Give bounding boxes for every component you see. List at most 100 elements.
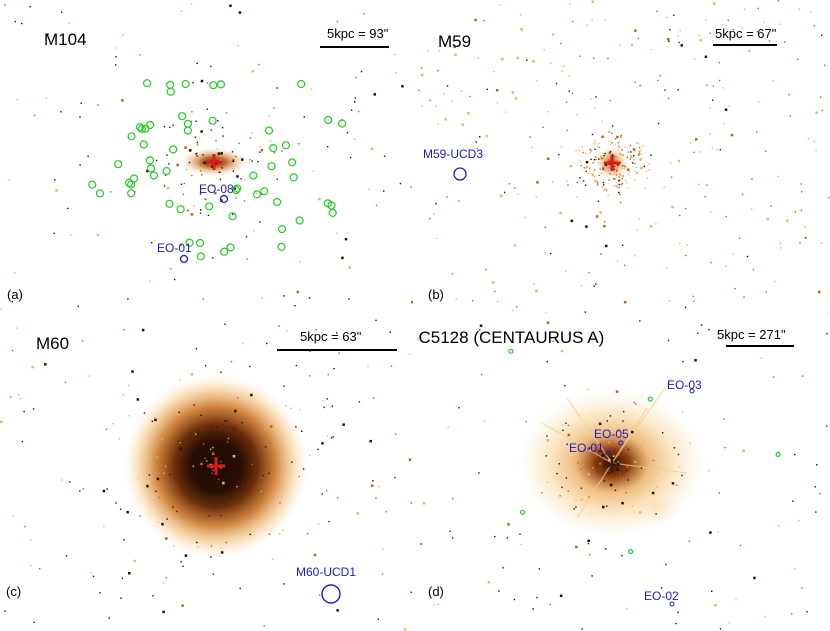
cluster-circle [178, 112, 187, 121]
center-marker-ngc5128 [604, 457, 620, 473]
cluster-circle [166, 80, 175, 90]
cluster-circle [231, 185, 241, 195]
cluster-circle [125, 178, 134, 187]
cluster-circle [143, 79, 152, 88]
cluster-circle [277, 225, 287, 234]
cluster-circle [209, 81, 218, 90]
cluster-circle [289, 173, 298, 182]
image-m104 [0, 3, 413, 310]
panel-title: M104 [44, 30, 87, 49]
cluster-circle [226, 243, 235, 252]
cluster-circle [281, 141, 290, 150]
panel-m60: M60 5kpc = 63" M60-UCD1 (c) [0, 318, 413, 631]
cluster-circle [269, 144, 278, 153]
cluster-circle [129, 174, 139, 183]
object-label-m59-ucd3: M59-UCD3 [423, 147, 484, 161]
cluster-circle [196, 238, 205, 248]
image-ngc5128 [420, 320, 828, 631]
object-label-eo08: EO-08 [199, 182, 234, 196]
eo02-dot [669, 601, 675, 607]
cluster-circle [273, 197, 282, 207]
cluster-circle [137, 124, 146, 133]
cluster-circle [288, 158, 297, 167]
scale-bar [320, 46, 389, 48]
cluster-circle [183, 126, 192, 135]
object-label-eo01: EO-01 [569, 441, 604, 455]
cluster-circle [267, 162, 276, 171]
cluster-circle [233, 184, 242, 193]
object-label-m60-ucd1: M60-UCD1 [296, 565, 357, 579]
cluster-circle [252, 190, 262, 199]
cluster-circle [260, 187, 269, 196]
cluster-circle [328, 208, 337, 217]
cluster-circle [176, 205, 185, 214]
cluster-circle [628, 548, 634, 555]
cluster-circle [146, 164, 156, 173]
center-marker-m60 [207, 457, 225, 475]
cluster-circle [165, 199, 174, 208]
object-label-eo05: EO-05 [594, 427, 629, 441]
cluster-circle [166, 87, 175, 96]
scale-bar [726, 345, 794, 347]
cluster-circle [185, 238, 194, 247]
cluster-circle [208, 116, 217, 125]
cluster-circle [338, 119, 347, 128]
cluster-circle [135, 123, 145, 132]
cluster-circle [127, 189, 136, 198]
object-label-eo03: EO-03 [667, 378, 702, 392]
cluster-circle [205, 202, 214, 211]
cluster-circle [295, 216, 304, 225]
cluster-circle [297, 79, 306, 89]
cluster-circle [228, 212, 237, 221]
panel-label: (a) [7, 287, 23, 302]
panel-label: (c) [6, 584, 22, 599]
cluster-circle [95, 189, 105, 198]
cluster-circle [196, 252, 205, 261]
cluster-circle [145, 156, 155, 165]
scale-bar [713, 44, 777, 46]
panel-ngc5128: NGC5128 (CENTAURUS A) 5kpc = 271" EO-03 … [417, 318, 830, 631]
cluster-circle [181, 79, 190, 89]
cluster-circle [647, 396, 653, 402]
cluster-circle [508, 348, 514, 354]
panel-title: M59 [438, 32, 472, 51]
cluster-circle [146, 120, 155, 130]
cluster-circle [220, 247, 229, 256]
panel-m104: M104 5kpc = 93" EO-08 EO-01 (a) [0, 0, 413, 313]
cluster-circle [519, 509, 526, 515]
panel-label: (b) [428, 287, 444, 302]
cluster-circle [162, 167, 171, 176]
cluster-circle [216, 80, 225, 89]
m59-ucd3-circle [453, 167, 467, 181]
panel-m59: M59 5kpc = 67" M59-UCD3 (b) [417, 0, 830, 313]
cluster-circle [775, 451, 781, 457]
cluster-circle [183, 119, 192, 128]
scale-label: 5kpc = 93" [327, 26, 389, 41]
cluster-circle [264, 126, 274, 135]
m60-ucd1-circle [321, 584, 341, 604]
eo01-circle [179, 254, 189, 264]
cluster-circle [277, 242, 286, 251]
scale-label: 5kpc = 63" [300, 329, 362, 344]
cluster-circle [127, 132, 136, 141]
cluster-circle [169, 145, 178, 154]
cluster-circle [139, 140, 148, 149]
object-label-eo01: EO-01 [157, 241, 192, 255]
panel-title: NGC5128 (CENTAURUS A) [417, 328, 605, 347]
cluster-circle [114, 160, 123, 169]
cluster-circle [149, 171, 158, 180]
image-m60 [0, 319, 412, 631]
panel-title: M60 [36, 334, 70, 353]
scale-label: 5kpc = 271" [717, 327, 786, 342]
center-marker-m59 [604, 155, 620, 171]
object-label-eo02: EO-02 [644, 589, 679, 603]
center-marker-m104 [206, 154, 222, 170]
scale-bar [277, 349, 397, 351]
scale-label: 5kpc = 67" [715, 26, 777, 41]
cluster-circle [88, 180, 97, 189]
panel-label: (d) [428, 584, 444, 599]
cluster-circle [324, 115, 333, 125]
eo01-dot [605, 450, 611, 456]
eo08-circle [219, 194, 229, 204]
image-m59 [418, 0, 830, 313]
